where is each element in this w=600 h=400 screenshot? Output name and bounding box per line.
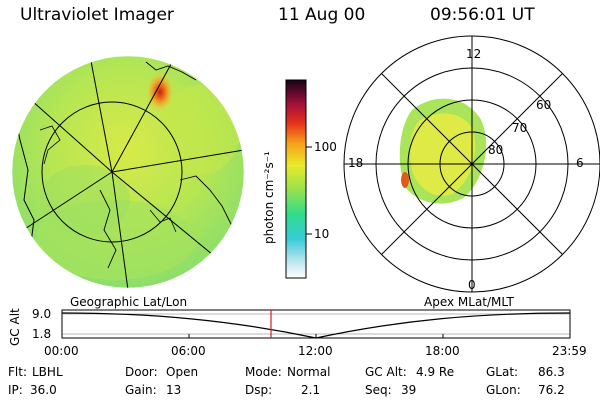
- glat-label: GLat:: [486, 365, 519, 379]
- altitude-axis-label: GC Alt: [8, 308, 22, 346]
- mlt-label-12: 12: [466, 47, 482, 61]
- dsp-value: 2.1: [301, 383, 321, 397]
- gain-label: Gain:: [125, 383, 157, 397]
- ip-label: IP:: [8, 383, 23, 397]
- gcalt-value: 4.9 Re: [416, 365, 455, 379]
- left-panel-caption: Geographic Lat/Lon: [70, 295, 188, 309]
- flt-value: LBHL: [32, 365, 63, 379]
- mlat-label-60: 60: [536, 98, 552, 112]
- time-tick-0000: 00:00: [44, 344, 79, 358]
- glon-label: GLon:: [486, 383, 521, 397]
- mlt-label-18: 18: [348, 156, 364, 170]
- mode-label: Mode:: [245, 365, 282, 379]
- instrument-title: Ultraviolet Imager: [20, 5, 174, 25]
- dsp-label: Dsp:: [245, 383, 273, 397]
- altitude-tick-high: 9.0: [32, 307, 52, 321]
- colorbar-tick-10: 10: [314, 227, 330, 241]
- polar-hotspot: [401, 172, 409, 188]
- ip-value: 36.0: [30, 383, 57, 397]
- gain-value: 13: [166, 383, 182, 397]
- time-tick-1800: 18:00: [425, 344, 460, 358]
- mode-value: Normal: [287, 365, 331, 379]
- date-label: 11 Aug 00: [278, 5, 366, 25]
- mlt-label-6: 6: [576, 156, 584, 170]
- color-scale-bar: [285, 79, 312, 279]
- mlat-label-70: 70: [512, 121, 528, 135]
- glon-value: 76.2: [538, 383, 565, 397]
- seq-label: Seq:: [365, 383, 392, 397]
- glat-value: 86.3: [538, 365, 565, 379]
- time-tick-0600: 06:00: [171, 344, 206, 358]
- flt-label: Flt:: [8, 365, 27, 379]
- time-tick-1200: 12:00: [298, 344, 333, 358]
- colorbar-unit-label: photon cm⁻²s⁻¹: [262, 151, 276, 244]
- colorbar-tick-100: 100: [314, 140, 337, 154]
- altitude-strip: [61, 309, 571, 339]
- time-label: 09:56:01 UT: [430, 5, 535, 25]
- seq-value: 39: [401, 383, 417, 397]
- aurora-hotspot: [146, 72, 174, 112]
- time-tick-2359: 23:59: [552, 344, 587, 358]
- polar-plot: [343, 35, 600, 293]
- right-panel-caption: Apex MLat/MLT: [424, 295, 514, 309]
- geographic-image: [11, 55, 245, 289]
- mlat-label-80: 80: [488, 143, 504, 157]
- altitude-tick-low: 1.8: [32, 327, 52, 341]
- door-label: Door:: [125, 365, 158, 379]
- gcalt-label: GC Alt:: [365, 365, 407, 379]
- door-value: Open: [166, 365, 199, 379]
- mlt-label-0: 0: [468, 278, 476, 292]
